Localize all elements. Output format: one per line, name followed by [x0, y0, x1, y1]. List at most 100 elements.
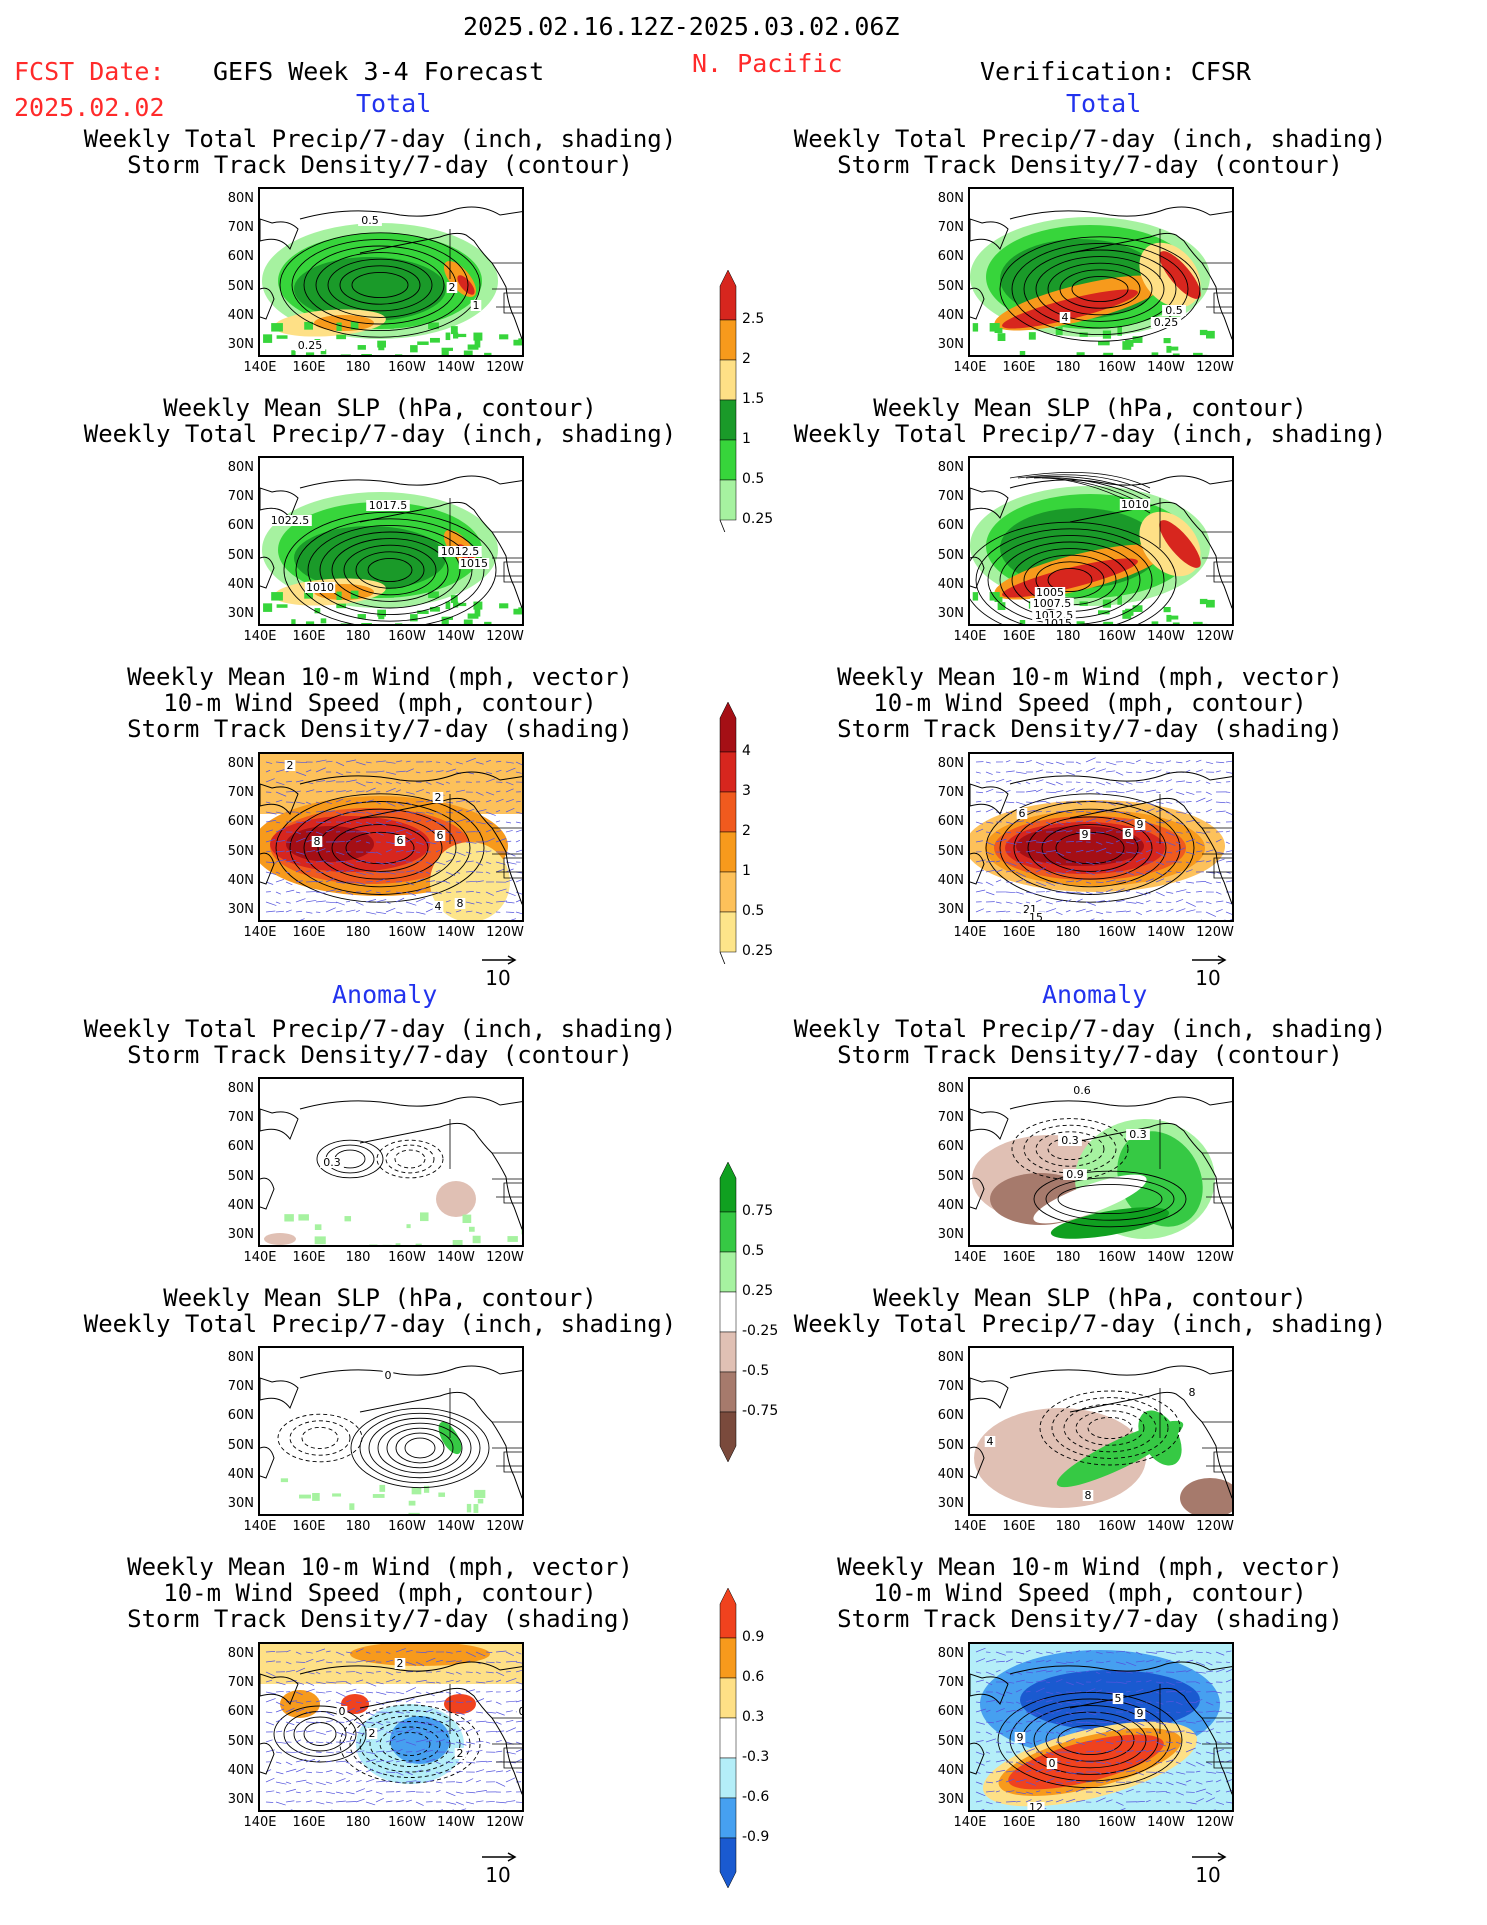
wind-vector — [1115, 781, 1124, 786]
wind-vector — [345, 1718, 354, 1723]
wind-vector — [1105, 1771, 1111, 1774]
wind-vector — [1085, 1659, 1093, 1663]
shading-cell — [361, 353, 372, 355]
wind-vector — [415, 841, 424, 845]
wind-vector — [1005, 1741, 1015, 1745]
wind-vector — [1175, 1690, 1186, 1693]
wind-vector — [1025, 861, 1033, 865]
wind-vector — [1091, 1809, 1092, 1810]
wind-vector — [355, 790, 365, 793]
wind-vector — [335, 890, 342, 893]
wind-vector — [265, 1711, 273, 1714]
wind-vector — [1015, 1800, 1021, 1803]
contour-label-bg — [1027, 912, 1045, 920]
wind-vector — [1095, 881, 1104, 883]
map-panel-p2L: 1017.5 1022.5 1012.5 1015 1010 — [258, 456, 524, 626]
wind-vector — [365, 1691, 374, 1694]
fcst-date-value: 2025.02.02 — [14, 93, 165, 122]
wind-vector — [1105, 829, 1113, 833]
lon-tick-label: 120W — [486, 925, 524, 940]
wind-vector — [1205, 1681, 1213, 1685]
wind-vector — [445, 839, 454, 843]
shading-cell — [314, 608, 321, 614]
shading-cell — [468, 1226, 475, 1232]
wind-vector — [376, 920, 383, 922]
wind-vector — [1165, 1721, 1172, 1724]
wind-vector — [1225, 911, 1232, 915]
lat-tick-label: 30N — [937, 337, 964, 352]
contour-label-bg — [432, 901, 444, 912]
colorbar-tick-label: 2 — [742, 823, 751, 839]
wind-vector — [405, 1780, 417, 1783]
wind-vector — [1225, 1771, 1232, 1774]
contour-line — [283, 511, 497, 624]
colorbar-tick-label: 0.25 — [742, 511, 774, 527]
wind-vector — [435, 1670, 441, 1673]
wind-vector — [503, 1809, 505, 1810]
wind-vector — [1195, 881, 1207, 883]
wind-vector — [1185, 1747, 1196, 1753]
wind-vector — [1075, 1751, 1080, 1754]
wind-vector — [325, 1760, 332, 1763]
wind-vector — [1135, 800, 1141, 803]
wind-vector — [455, 1791, 464, 1795]
model-title: GEFS Week 3-4 Forecast — [213, 57, 545, 86]
wind-vector — [1195, 1698, 1203, 1703]
wind-vector — [985, 1700, 996, 1703]
wind-vector — [1176, 921, 1181, 922]
shading-cell — [518, 607, 522, 615]
wind-vector — [405, 1741, 417, 1746]
wind-vector — [985, 869, 997, 873]
wind-vector — [1165, 811, 1173, 815]
shading-cell — [429, 606, 440, 612]
wind-vector — [385, 1749, 397, 1753]
contour-line — [349, 1710, 471, 1778]
wind-vector — [1175, 1741, 1183, 1745]
wind-vector — [1195, 860, 1205, 863]
state-outline — [503, 1747, 522, 1769]
wind-vector — [1195, 841, 1204, 846]
contour-line — [275, 793, 485, 903]
wind-vector — [975, 869, 984, 873]
wind-vector — [1185, 861, 1191, 864]
contour-label-bg — [434, 830, 446, 841]
shading-cell — [420, 1212, 429, 1222]
shading-cell — [263, 603, 273, 612]
shading-cell — [350, 321, 359, 330]
wind-vector — [1135, 1651, 1143, 1656]
wind-vector — [980, 1808, 985, 1810]
wind-vector — [295, 1651, 302, 1655]
wind-vector — [395, 1648, 406, 1653]
wind-vector — [405, 1761, 412, 1764]
wind-vector — [1145, 761, 1153, 765]
wind-vector — [315, 1681, 326, 1685]
wind-vector — [275, 901, 281, 904]
wind-vector — [1115, 851, 1125, 854]
wind-vector — [995, 910, 1006, 913]
wind-vector — [455, 1720, 465, 1723]
contour-label-bg — [1063, 1169, 1087, 1180]
contour-line — [1009, 1698, 1171, 1782]
wind-vector — [1085, 818, 1097, 823]
wind-vector — [315, 1731, 326, 1735]
wind-vector — [975, 1740, 984, 1743]
wind-vector — [1155, 1750, 1165, 1753]
wind-vector — [1095, 831, 1105, 833]
date-range-title: 2025.02.16.12Z-2025.03.02.06Z — [463, 12, 900, 41]
wind-vector — [435, 891, 442, 895]
wind-vector — [395, 789, 402, 793]
contour-line — [369, 1721, 451, 1767]
contour-line — [997, 1691, 1183, 1789]
wind-vector — [1005, 801, 1015, 804]
wind-vector — [1125, 781, 1133, 785]
wind-vector — [1075, 1701, 1082, 1704]
wind-vector — [365, 861, 371, 864]
lon-tick-label: 140W — [437, 360, 475, 375]
wind-vector — [985, 1658, 996, 1663]
wind-vector — [415, 811, 426, 814]
shading-cell — [271, 323, 283, 332]
wind-vector — [325, 1650, 331, 1653]
wind-vector — [275, 858, 287, 863]
wind-vector — [475, 1720, 487, 1723]
wind-vector — [315, 780, 326, 783]
